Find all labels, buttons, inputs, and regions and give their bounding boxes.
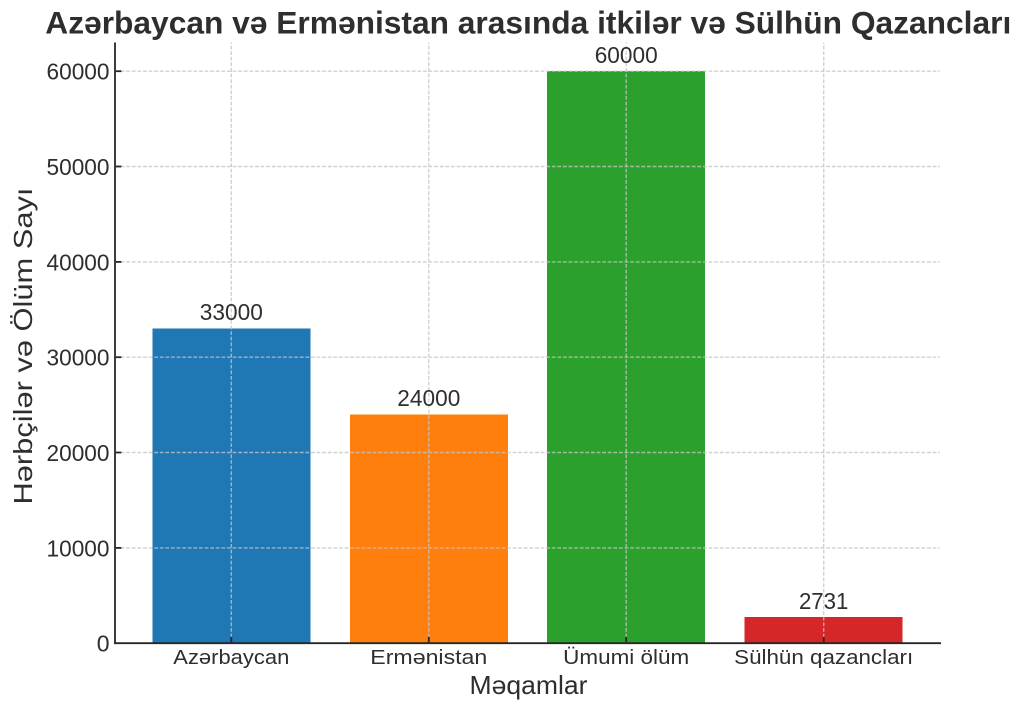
svg-text:60000: 60000 [595,42,658,68]
svg-text:50000: 50000 [47,154,110,180]
svg-text:Azərbaycan və Ermənistan arası: Azərbaycan və Ermənistan arasında itkilə… [45,6,1011,41]
svg-text:60000: 60000 [47,59,110,85]
svg-text:30000: 30000 [47,345,110,371]
svg-text:Hərbçilər və Ölüm Sayı: Hərbçilər və Ölüm Sayı [10,188,38,505]
svg-text:Ümumi ölüm: Ümumi ölüm [563,646,689,669]
svg-text:Məqamlar: Məqamlar [470,672,588,700]
svg-text:0: 0 [97,631,110,657]
svg-text:24000: 24000 [397,385,460,411]
svg-text:Azərbaycan: Azərbaycan [173,646,289,669]
svg-text:2731: 2731 [799,588,849,614]
svg-text:10000: 10000 [47,535,110,561]
svg-text:20000: 20000 [47,440,110,466]
svg-text:33000: 33000 [200,299,263,325]
svg-text:Ermənistan: Ermənistan [370,646,487,669]
svg-text:Sülhün qazancları: Sülhün qazancları [734,646,913,669]
svg-text:40000: 40000 [47,249,110,275]
